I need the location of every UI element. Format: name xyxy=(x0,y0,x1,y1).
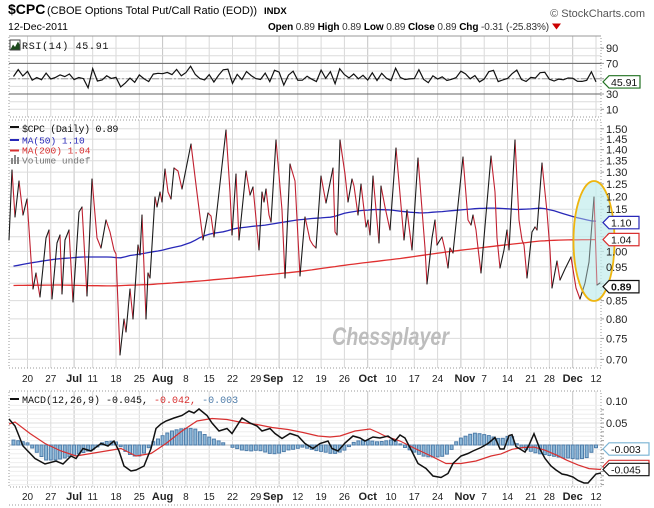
svg-text:26: 26 xyxy=(339,492,351,503)
svg-text:0.89: 0.89 xyxy=(611,282,632,294)
svg-text:7: 7 xyxy=(481,374,487,385)
svg-text:28: 28 xyxy=(544,492,556,503)
svg-text:19: 19 xyxy=(316,374,328,385)
svg-text:Volume undef: Volume undef xyxy=(22,156,91,167)
svg-text:Oct: Oct xyxy=(359,491,378,503)
svg-text:Aug: Aug xyxy=(152,373,173,385)
svg-text:1.45: 1.45 xyxy=(606,134,627,146)
svg-text:27: 27 xyxy=(45,492,57,503)
svg-text:Jul: Jul xyxy=(66,373,82,385)
svg-text:0.70: 0.70 xyxy=(606,354,627,366)
svg-text:10: 10 xyxy=(385,492,397,503)
svg-text:$CPC: $CPC xyxy=(8,1,45,17)
svg-text:1.04: 1.04 xyxy=(611,235,632,247)
svg-text:29: 29 xyxy=(250,374,262,385)
svg-text:1.40: 1.40 xyxy=(606,145,627,157)
svg-text:Open 0.89 High 0.89 Low 0.89 C: Open 0.89 High 0.89 Low 0.89 Close 0.89 … xyxy=(268,22,549,33)
svg-text:1.10: 1.10 xyxy=(611,218,632,230)
svg-text:Dec: Dec xyxy=(563,373,583,385)
svg-text:Sep: Sep xyxy=(263,491,283,503)
svg-text:25: 25 xyxy=(134,492,146,503)
svg-text:18: 18 xyxy=(110,374,122,385)
svg-text:26: 26 xyxy=(339,374,351,385)
svg-text:Nov: Nov xyxy=(455,491,477,503)
svg-text:70: 70 xyxy=(606,58,618,70)
svg-text:25: 25 xyxy=(134,374,146,385)
svg-text:20: 20 xyxy=(22,374,34,385)
svg-text:22: 22 xyxy=(227,492,239,503)
svg-text:15: 15 xyxy=(204,374,216,385)
svg-text:22: 22 xyxy=(227,374,239,385)
svg-text:1.15: 1.15 xyxy=(606,204,627,216)
svg-text:1.30: 1.30 xyxy=(606,167,627,179)
svg-text:10: 10 xyxy=(385,374,397,385)
svg-text:1.00: 1.00 xyxy=(606,246,627,258)
svg-text:21: 21 xyxy=(525,492,537,503)
svg-text:30: 30 xyxy=(606,89,618,101)
svg-text:1.50: 1.50 xyxy=(606,124,627,136)
svg-text:1.35: 1.35 xyxy=(606,156,627,168)
svg-text:20: 20 xyxy=(22,492,34,503)
svg-text:0.05: 0.05 xyxy=(606,418,627,430)
svg-text:19: 19 xyxy=(316,492,328,503)
svg-text:11: 11 xyxy=(88,374,99,385)
svg-text:© StockCharts.com: © StockCharts.com xyxy=(550,8,645,20)
svg-text:0.95: 0.95 xyxy=(606,262,627,274)
svg-text:12: 12 xyxy=(292,374,304,385)
svg-text:1.25: 1.25 xyxy=(606,179,627,191)
svg-text:11: 11 xyxy=(88,492,99,503)
svg-text:INDX: INDX xyxy=(264,6,287,17)
svg-text:1.20: 1.20 xyxy=(606,191,627,203)
svg-text:MACD(12,26,9) -0.045, -0.042,: MACD(12,26,9) -0.045, -0.042, -0.003 xyxy=(22,395,238,407)
svg-text:0.10: 0.10 xyxy=(606,396,627,408)
svg-text:Oct: Oct xyxy=(359,373,378,385)
svg-text:17: 17 xyxy=(409,374,421,385)
svg-text:-0.003: -0.003 xyxy=(611,444,641,456)
svg-text:12: 12 xyxy=(590,374,602,385)
svg-text:Dec: Dec xyxy=(563,491,583,503)
svg-text:8: 8 xyxy=(183,374,189,385)
svg-text:-0.045: -0.045 xyxy=(611,465,641,477)
svg-text:45.91: 45.91 xyxy=(611,77,637,89)
svg-text:14: 14 xyxy=(502,374,514,385)
svg-text:RSI(14) 45.91: RSI(14) 45.91 xyxy=(22,41,109,53)
svg-text:27: 27 xyxy=(45,374,57,385)
svg-text:24: 24 xyxy=(432,492,444,503)
svg-text:0.80: 0.80 xyxy=(606,314,627,326)
svg-text:7: 7 xyxy=(481,492,487,503)
svg-text:10: 10 xyxy=(606,104,618,116)
svg-text:24: 24 xyxy=(432,374,444,385)
svg-text:(CBOE Options Total Put/Call R: (CBOE Options Total Put/Call Ratio (EOD)… xyxy=(47,5,257,17)
svg-text:12-Dec-2011: 12-Dec-2011 xyxy=(8,21,68,33)
svg-text:15: 15 xyxy=(204,492,216,503)
svg-text:12: 12 xyxy=(590,492,602,503)
svg-text:0.85: 0.85 xyxy=(606,296,627,308)
svg-text:MA(50) 1.10: MA(50) 1.10 xyxy=(22,136,85,147)
svg-text:14: 14 xyxy=(502,492,514,503)
svg-text:21: 21 xyxy=(525,374,537,385)
svg-text:12: 12 xyxy=(292,492,304,503)
svg-text:Aug: Aug xyxy=(152,491,173,503)
svg-text:18: 18 xyxy=(110,492,122,503)
svg-text:28: 28 xyxy=(544,374,556,385)
svg-text:$CPC (Daily) 0.89: $CPC (Daily) 0.89 xyxy=(22,124,118,136)
svg-text:Nov: Nov xyxy=(455,373,477,385)
svg-text:90: 90 xyxy=(606,43,618,55)
svg-text:8: 8 xyxy=(183,492,189,503)
svg-text:0.75: 0.75 xyxy=(606,333,627,345)
svg-text:Jul: Jul xyxy=(66,491,82,503)
svg-text:Chessplayer: Chessplayer xyxy=(332,323,450,351)
svg-text:MA(200) 1.04: MA(200) 1.04 xyxy=(22,146,91,157)
svg-text:29: 29 xyxy=(250,492,262,503)
svg-text:17: 17 xyxy=(409,492,421,503)
svg-text:Sep: Sep xyxy=(263,373,283,385)
